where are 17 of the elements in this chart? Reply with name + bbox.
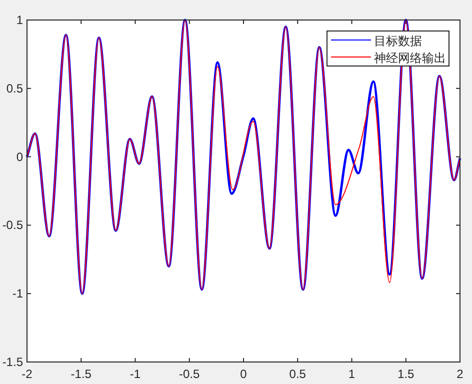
x-tick-label: -1.5 bbox=[70, 367, 92, 381]
y-tick-label: -0.5 bbox=[2, 218, 24, 232]
legend-label: 目标数据 bbox=[374, 34, 422, 48]
y-tick-label: 1 bbox=[16, 13, 24, 27]
y-tick-label: 0.5 bbox=[6, 81, 24, 96]
y-tick-label: 0 bbox=[16, 150, 24, 164]
x-tick-label: 1.5 bbox=[398, 367, 415, 381]
x-tick-label: -0.5 bbox=[179, 367, 200, 381]
x-tick-label: 0 bbox=[240, 367, 248, 381]
x-tick-label: 2 bbox=[456, 367, 464, 381]
x-tick-label: -2 bbox=[22, 367, 33, 381]
y-tick-label: -1 bbox=[12, 286, 24, 301]
y-tick-label: -1.5 bbox=[2, 355, 24, 369]
x-tick-label: -1 bbox=[130, 367, 141, 381]
x-tick-label: 0.5 bbox=[289, 367, 306, 381]
legend-label: 神经网络输出 bbox=[374, 51, 446, 65]
x-tick-label: 1 bbox=[348, 367, 356, 381]
